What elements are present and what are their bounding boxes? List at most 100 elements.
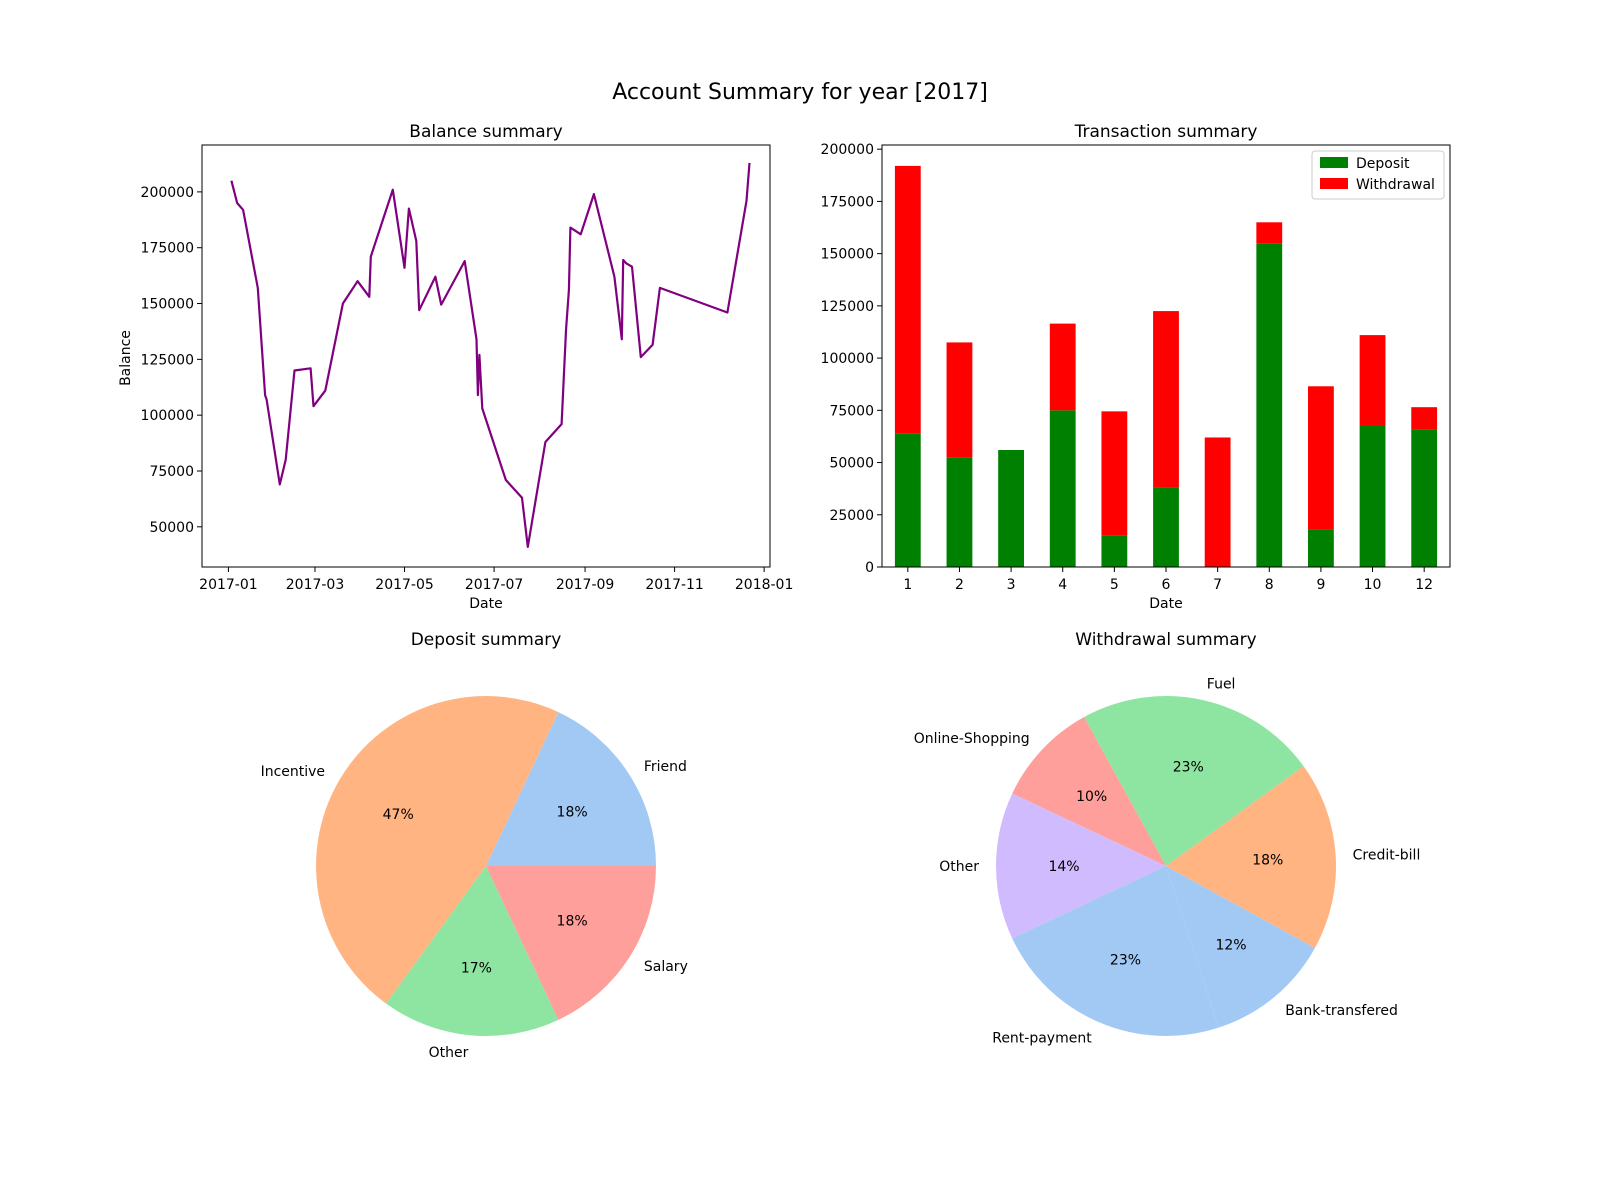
legend-label-withdrawal: Withdrawal [1356, 177, 1435, 193]
x-tick-label: 2017-01 [199, 577, 258, 593]
x-tick-label: 2017-07 [465, 577, 524, 593]
pie-slice-incentive [316, 696, 559, 1004]
deposit-bar [946, 457, 973, 567]
pie-category-label: Rent-payment [992, 1031, 1092, 1047]
deposit-pie: 18% Friend 47% Incentive 17% Other 18% Salary [261, 696, 688, 1061]
figure-title: Account Summary for year [2017] [612, 80, 988, 105]
deposit-bar [1049, 410, 1076, 567]
deposit-pie-chart: Deposit summary 18% Friend 47% Incentive 17%… [261, 630, 688, 1061]
pie-category-label: Fuel [1207, 677, 1236, 693]
pie-slice-fuel [1084, 696, 1304, 866]
y-tick-label: 75000 [149, 464, 194, 480]
transaction-legend: Deposit Withdrawal [1311, 150, 1445, 200]
pie-slice-bank-transfered [1166, 866, 1315, 1028]
deposit-bar [1411, 429, 1438, 567]
x-tick-label: 2018-01 [735, 577, 794, 593]
pie-category-label: Credit-bill [1353, 847, 1421, 863]
legend-swatch-withdrawal [1320, 178, 1348, 189]
y-tick-label: 200000 [141, 185, 194, 201]
y-tick-label: 75000 [829, 403, 874, 419]
y-tick-label: 175000 [821, 194, 874, 210]
withdrawal-bar [1153, 311, 1179, 488]
y-tick-label: 100000 [821, 351, 874, 367]
x-tick-label: 6 [1162, 577, 1171, 593]
withdrawal-bar [1411, 407, 1438, 430]
y-tick-label: 125000 [821, 299, 874, 315]
x-tick-label: 3 [1007, 577, 1016, 593]
pie-pct-label: 12% [1215, 938, 1246, 954]
withdrawal-pie-chart: Withdrawal summary 12% Bank-transfered 18%… [914, 630, 1421, 1047]
deposit-chart-title: Deposit summary [411, 630, 562, 650]
y-tick-label: 200000 [821, 142, 874, 158]
deposit-bar [1153, 487, 1179, 567]
deposit-bar [1359, 425, 1386, 567]
balance-chart: Balance summary Date Balance 2017-01 2017… [118, 122, 793, 612]
pie-slice-other [386, 866, 559, 1036]
pie-category-label: Online-Shopping [914, 731, 1030, 747]
withdrawal-bar [894, 165, 921, 434]
y-tick-label: 150000 [821, 247, 874, 263]
x-tick-label: 9 [1316, 577, 1325, 593]
withdrawal-bar [1101, 411, 1128, 536]
x-tick-label: 2 [955, 577, 964, 593]
withdrawal-bar [1204, 437, 1231, 567]
pie-slice-credit-bill [1166, 766, 1336, 948]
pie-category-label: Other [939, 859, 979, 875]
deposit-bar [998, 450, 1024, 567]
transaction-chart-title: Transaction summary [1074, 122, 1258, 142]
y-tick-label: 150000 [141, 297, 194, 313]
balance-chart-xlabel: Date [469, 596, 502, 612]
pie-category-label: Friend [644, 759, 687, 775]
y-tick-label: 125000 [141, 352, 194, 368]
balance-chart-title: Balance summary [409, 122, 562, 142]
y-tick-label: 50000 [149, 520, 194, 536]
withdrawal-bar [946, 342, 973, 458]
y-tick-label: 50000 [829, 456, 874, 472]
pie-slice-friend [486, 712, 656, 866]
withdrawal-bar [1049, 323, 1076, 411]
withdrawal-pie: 12% Bank-transfered 18% Credit-bill 23% Fuel 1… [914, 677, 1421, 1047]
x-tick-label: 1 [903, 577, 912, 593]
x-tick-label: 2017-11 [645, 577, 704, 593]
x-tick-label: 12 [1415, 577, 1433, 593]
pie-slice-rent-payment [1012, 866, 1219, 1036]
pie-slice-online-shopping [1012, 717, 1166, 866]
pie-pct-label: 17% [461, 961, 492, 977]
withdrawal-bar [1256, 222, 1283, 244]
pie-pct-label: 23% [1110, 953, 1141, 969]
legend-swatch-deposit [1320, 157, 1348, 168]
x-tick-label: 2017-03 [286, 577, 345, 593]
y-tick-label: 0 [865, 560, 874, 576]
pie-pct-label: 23% [1173, 759, 1204, 775]
pie-pct-label: 47% [383, 807, 414, 823]
pie-pct-label: 10% [1076, 789, 1107, 805]
pie-slice-salary [486, 866, 656, 1020]
balance-chart-ylabel: Balance [118, 330, 134, 386]
pie-category-label: Salary [644, 959, 688, 975]
pie-category-label: Other [429, 1045, 469, 1061]
y-tick-label: 25000 [829, 508, 874, 524]
x-tick-label: 10 [1364, 577, 1382, 593]
x-tick-label: 8 [1265, 577, 1274, 593]
balance-plot-area: 2017-01 2017-03 2017-05 2017-07 2017-09 2017-… [141, 144, 794, 593]
x-tick-label: 4 [1058, 577, 1067, 593]
transaction-chart: Transaction summary Date 0 25000 50000 7500… [821, 122, 1451, 612]
withdrawal-bar [1308, 386, 1334, 530]
transaction-plot-area: 0 25000 50000 75000 100000 125000 150000 175000… [821, 142, 1451, 593]
balance-series-line [230, 162, 751, 549]
pie-pct-label: 18% [557, 804, 588, 820]
pie-category-label: Bank-transfered [1285, 1003, 1398, 1019]
deposit-bar [894, 433, 921, 567]
pie-pct-label: 18% [1252, 853, 1283, 869]
deposit-bar [1308, 529, 1334, 567]
withdrawal-bar [1359, 335, 1386, 426]
x-tick-label: 2017-05 [375, 577, 434, 593]
x-tick-label: 5 [1110, 577, 1119, 593]
y-tick-label: 175000 [141, 241, 194, 257]
transaction-chart-xlabel: Date [1149, 596, 1182, 612]
pie-slice-other [996, 793, 1166, 939]
y-tick-label: 100000 [141, 408, 194, 424]
pie-pct-label: 14% [1048, 859, 1079, 875]
x-tick-label: 7 [1213, 577, 1222, 593]
